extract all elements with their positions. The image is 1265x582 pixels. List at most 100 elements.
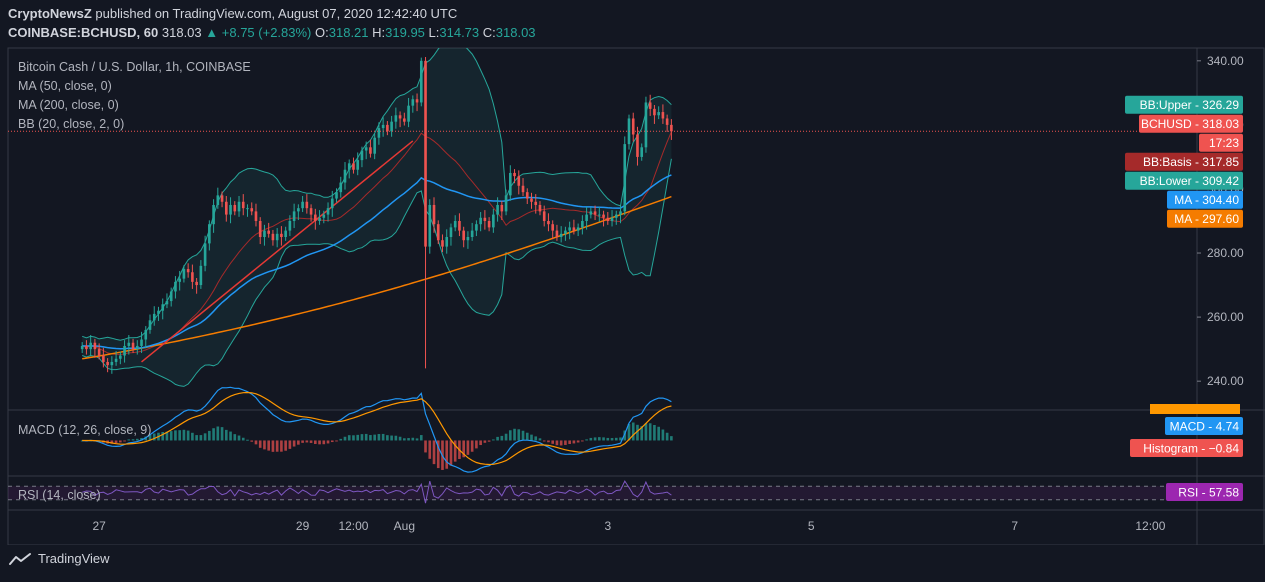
candle-body	[369, 147, 372, 154]
price-label: MA - 304.40	[1167, 190, 1243, 209]
candle-body	[441, 240, 444, 247]
candle	[110, 356, 114, 374]
macd-histogram-bar	[598, 437, 601, 441]
candle-body	[174, 281, 177, 292]
candle-body	[254, 211, 258, 221]
candle	[347, 159, 351, 179]
candle	[475, 220, 478, 237]
candle-body	[220, 195, 224, 202]
macd-histogram-bar	[110, 440, 114, 444]
candle	[85, 340, 88, 355]
macd-histogram-bar	[335, 440, 338, 442]
candle	[525, 188, 529, 205]
macd-histogram-bar	[572, 440, 576, 444]
candle-body	[360, 150, 364, 161]
candle-body	[589, 211, 593, 215]
candle	[148, 314, 152, 334]
price-label: BB:Lower - 309.42	[1125, 171, 1243, 190]
macd-histogram-bar	[271, 440, 275, 452]
candle	[606, 212, 610, 225]
macd-histogram-bar	[148, 434, 152, 441]
candle	[470, 222, 474, 241]
macd-histogram-bar	[169, 431, 173, 441]
candle-body	[555, 230, 559, 238]
candle-body	[411, 99, 415, 106]
candle	[364, 141, 368, 160]
chart-canvas[interactable]: 240.00260.00280.00300.00320.00340.002729…	[0, 0, 1265, 545]
candle-body	[424, 60, 427, 247]
bb-lower-line	[82, 158, 672, 387]
candle-body	[191, 272, 194, 282]
candle-body	[606, 217, 610, 221]
candle-body	[517, 176, 521, 186]
macd-histogram-bar	[280, 440, 283, 452]
candle-body	[97, 349, 101, 356]
macd-histogram-bar	[568, 440, 571, 444]
candle	[165, 293, 169, 309]
macd-histogram-bar	[263, 440, 266, 450]
candle	[271, 229, 275, 246]
candle	[653, 105, 656, 124]
candle	[123, 340, 126, 363]
price-label-text: MA - 297.60	[1174, 212, 1239, 226]
symbol-header: COINBASE:BCHUSD, 60 318.03 ▲ +8.75 (+2.8…	[8, 25, 536, 40]
candle	[97, 343, 101, 360]
candle-body	[542, 211, 546, 221]
publish-info: published on TradingView.com, August 07,…	[95, 6, 458, 21]
rsi-line	[82, 480, 672, 504]
candle-body	[119, 355, 122, 359]
candle-body	[93, 342, 97, 350]
price-tick-label: 240.00	[1207, 374, 1244, 388]
candle	[458, 213, 461, 237]
macd-histogram-bar	[292, 440, 296, 447]
signal-line	[82, 391, 672, 466]
candle-body	[623, 144, 627, 212]
candles	[80, 56, 673, 374]
candle-body	[203, 243, 207, 266]
candle	[581, 215, 584, 235]
candle-body	[428, 204, 432, 247]
price-label-text: BB:Lower - 309.42	[1140, 174, 1240, 188]
candle	[174, 276, 177, 299]
macd-histogram-bar	[318, 440, 321, 445]
macd-histogram-bar	[309, 440, 313, 443]
candle	[229, 197, 232, 224]
candle-body	[614, 214, 618, 218]
macd-histogram-bar	[475, 440, 478, 449]
candle-body	[135, 345, 139, 350]
rsi-value-label: RSI - 57.58	[1166, 483, 1243, 501]
chart-frame	[7, 47, 1265, 545]
candle-body	[602, 214, 605, 218]
macd-histogram-bar	[258, 440, 262, 448]
candle	[258, 217, 262, 245]
candle	[598, 206, 601, 222]
rsi-pane: RSI (14, close) RSI - 57.58	[8, 480, 1243, 504]
candle	[102, 347, 105, 368]
publish-header: CryptoNewsZ published on TradingView.com…	[8, 6, 457, 21]
candle	[157, 306, 160, 321]
publisher-name[interactable]: CryptoNewsZ	[8, 6, 92, 21]
candle-body	[598, 214, 601, 216]
signal-label-box	[1150, 404, 1240, 414]
candle-body	[492, 214, 495, 228]
candle	[644, 96, 648, 153]
candle-body	[432, 204, 436, 225]
candle	[403, 112, 406, 126]
candle	[119, 351, 122, 365]
candle	[657, 106, 660, 120]
candle-body	[415, 99, 419, 103]
candle-body	[212, 204, 215, 225]
macd-histogram-bar	[407, 438, 410, 441]
indicator-legend: MA (200, close, 0)	[18, 98, 119, 112]
macd-histogram-bar	[216, 426, 220, 441]
candle-body	[114, 358, 118, 362]
candle	[195, 278, 198, 294]
candle	[208, 220, 211, 251]
footer-brand[interactable]: TradingView	[38, 551, 110, 566]
candle	[521, 178, 525, 197]
time-tick-label: 3	[604, 519, 611, 533]
ma50-line	[82, 174, 672, 350]
candle	[636, 126, 639, 166]
macd-histogram-bar	[411, 437, 415, 441]
time-tick-label: 27	[92, 519, 106, 533]
